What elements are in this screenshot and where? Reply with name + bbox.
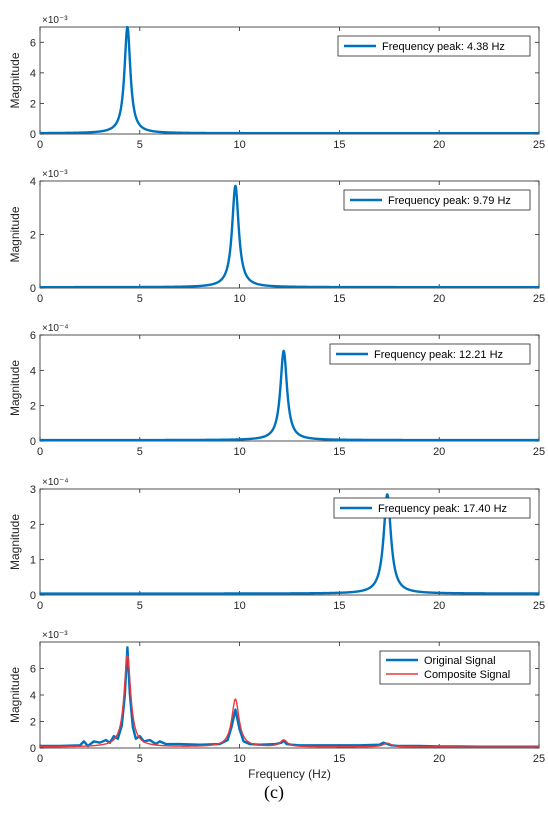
legend: Frequency peak: 9.79 Hz — [343, 189, 531, 211]
y-tick-label: 3 — [30, 484, 36, 496]
legend-box — [333, 497, 531, 519]
y-tick-label: 6 — [30, 330, 36, 342]
y-tick-label: 1 — [30, 555, 36, 567]
series-line — [40, 654, 539, 748]
x-tick-label: 10 — [233, 139, 245, 151]
legend-label: Original Signal — [424, 655, 496, 667]
x-tick-label: 0 — [37, 753, 43, 765]
legend-label: Frequency peak: 17.40 Hz — [378, 503, 507, 515]
y-tick-label: 6 — [30, 37, 36, 49]
y-exponent-label: ×10⁻³ — [42, 630, 68, 641]
x-tick-label: 15 — [333, 446, 345, 458]
series-line — [40, 26, 539, 134]
plot-frame — [39, 488, 540, 596]
x-tick-label: 10 — [233, 600, 245, 612]
series-group — [40, 184, 539, 288]
x-tick-label: 0 — [37, 139, 43, 151]
y-tick-label: 4 — [30, 365, 36, 377]
y-exponent-label: ×10⁻³ — [42, 169, 68, 180]
x-tick-label: 15 — [333, 139, 345, 151]
series-line — [40, 349, 539, 441]
x-tick-label: 15 — [333, 293, 345, 305]
y-exponent-label: ×10⁻³ — [42, 15, 68, 26]
y-tick-label: 4 — [30, 690, 36, 702]
subplot-2: 0 5 10 15 20 25 0 2 4 ×10⁻³ Magnitude Frequency pea… — [8, 169, 545, 305]
x-tick-label: 10 — [233, 753, 245, 765]
legend-label: Composite Signal — [424, 669, 510, 681]
y-axis-label: Magnitude — [8, 667, 22, 723]
x-tick-label: 10 — [233, 446, 245, 458]
y-exponent-label: ×10⁻⁴ — [42, 477, 69, 488]
series-group — [40, 646, 539, 748]
y-tick-label: 0 — [30, 283, 36, 295]
x-tick-label: 5 — [137, 600, 143, 612]
legend: Frequency peak: 4.38 Hz — [337, 35, 531, 57]
y-tick-label: 0 — [30, 436, 36, 448]
y-tick-label: 4 — [30, 176, 36, 188]
y-exponent-label: ×10⁻⁴ — [42, 323, 69, 334]
subplot-3: 0 5 10 15 20 25 0 2 4 6 ×10⁻⁴ Magnitude Frequency pe… — [8, 323, 545, 458]
series-group — [40, 26, 539, 134]
x-axis-label: Frequency (Hz) — [248, 767, 331, 781]
x-tick-label: 25 — [533, 293, 545, 305]
y-tick-label: 2 — [30, 230, 36, 242]
legend: Original Signal Composite Signal — [379, 650, 531, 685]
y-axis-label: Magnitude — [8, 206, 22, 262]
series-group — [40, 493, 539, 595]
x-tick-label: 5 — [137, 293, 143, 305]
legend-label: Frequency peak: 9.79 Hz — [388, 195, 511, 207]
x-tick-label: 5 — [137, 446, 143, 458]
series-line — [40, 493, 539, 595]
legend-box — [379, 650, 531, 685]
x-tick-label: 0 — [37, 293, 43, 305]
x-tick-label: 15 — [333, 753, 345, 765]
legend-label: Frequency peak: 12.21 Hz — [374, 349, 503, 361]
x-tick-label: 0 — [37, 446, 43, 458]
x-tick-label: 15 — [333, 600, 345, 612]
legend-label: Frequency peak: 4.38 Hz — [382, 41, 505, 53]
x-tick-label: 5 — [137, 139, 143, 151]
x-tick-label: 25 — [533, 753, 545, 765]
series-group — [40, 349, 539, 441]
y-tick-label: 0 — [30, 590, 36, 602]
y-tick-label: 2 — [30, 717, 36, 729]
y-tick-label: 2 — [30, 401, 36, 413]
y-axis-label: Magnitude — [8, 360, 22, 416]
y-tick-label: 0 — [30, 129, 36, 141]
subplot-1: 0 5 10 15 20 25 0 2 4 6 ×10⁻³ Magnitude Frequency pe… — [8, 15, 545, 151]
figure-caption: (c) — [264, 782, 284, 802]
x-tick-label: 20 — [433, 753, 445, 765]
x-tick-label: 25 — [533, 139, 545, 151]
legend: Frequency peak: 12.21 Hz — [329, 343, 531, 365]
x-tick-label: 10 — [233, 293, 245, 305]
x-tick-label: 20 — [433, 446, 445, 458]
legend-box — [343, 189, 531, 211]
x-tick-label: 25 — [533, 600, 545, 612]
x-tick-label: 25 — [533, 446, 545, 458]
series-line — [40, 646, 539, 748]
legend-box — [337, 35, 531, 57]
y-axis-label: Magnitude — [8, 514, 22, 570]
y-axis-label: Magnitude — [8, 52, 22, 108]
x-tick-label: 0 — [37, 600, 43, 612]
legend: Frequency peak: 17.40 Hz — [333, 497, 531, 519]
y-tick-label: 2 — [30, 519, 36, 531]
plot-frame — [39, 334, 540, 442]
x-tick-label: 20 — [433, 600, 445, 612]
subplot-4: 0 5 10 15 20 25 0 1 2 3 ×10⁻⁴ Magnitude Frequency pe… — [8, 477, 545, 612]
y-tick-label: 0 — [30, 743, 36, 755]
series-line — [40, 184, 539, 288]
legend-box — [329, 343, 531, 365]
subplot-5: 0 5 10 15 20 25 0 2 4 6 ×10⁻³ Magnitude Frequency (H… — [8, 630, 545, 781]
x-tick-label: 5 — [137, 753, 143, 765]
y-tick-label: 6 — [30, 664, 36, 676]
y-tick-label: 4 — [30, 68, 36, 80]
x-tick-label: 20 — [433, 293, 445, 305]
y-tick-label: 2 — [30, 98, 36, 110]
x-tick-label: 20 — [433, 139, 445, 151]
